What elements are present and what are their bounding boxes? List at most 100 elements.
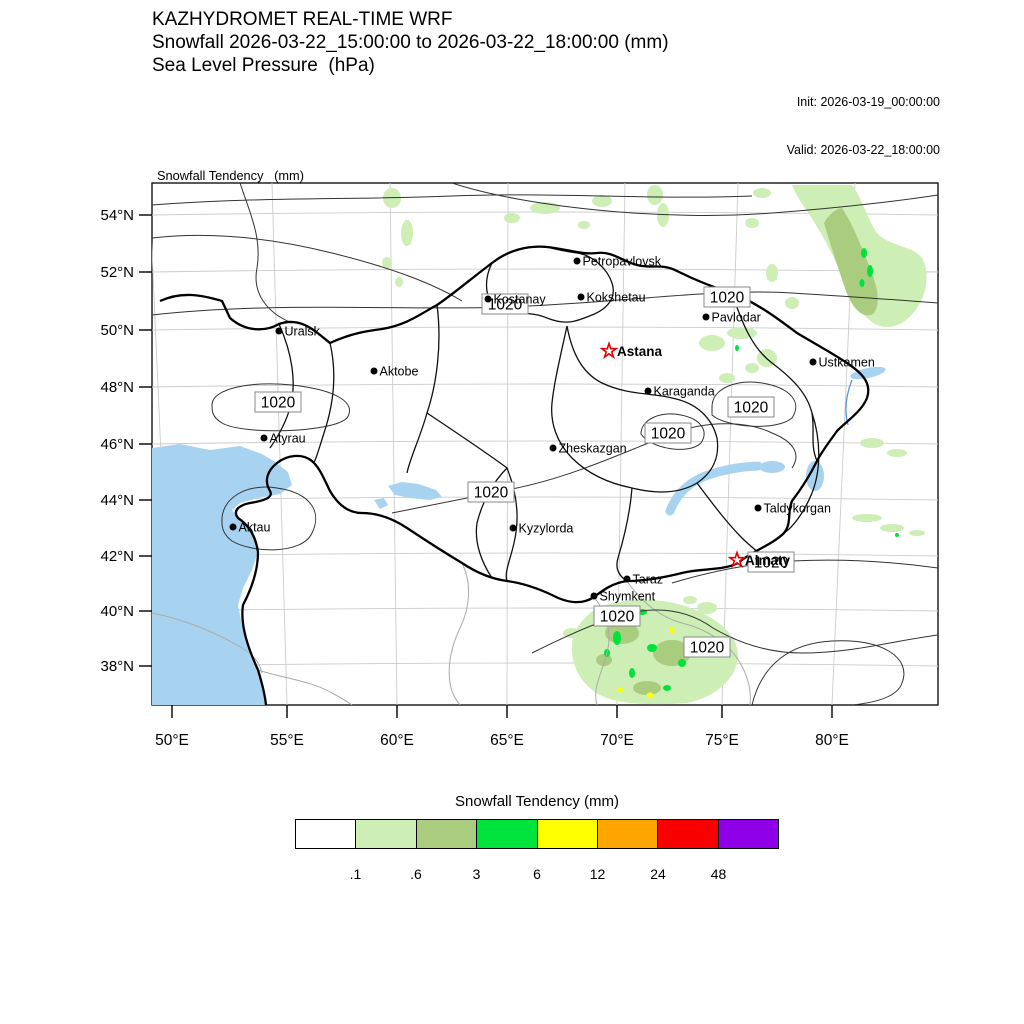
colorbar-cell xyxy=(476,819,538,849)
city-dot xyxy=(573,257,581,265)
pressure-label: 1020 xyxy=(651,426,686,443)
run-times: Init: 2026-03-19_00:00:00 Valid: 2026-03… xyxy=(787,62,940,190)
lat-tick-label: 40°N xyxy=(100,603,134,620)
page-subtitle-pressure: Sea Level Pressure (hPa) xyxy=(152,55,375,76)
city-dot xyxy=(370,367,378,375)
pressure-label-box xyxy=(593,605,641,627)
colorbar-cell xyxy=(717,819,779,849)
lat-tick-label: 50°N xyxy=(100,322,134,339)
city-markers: Petropavlovsk Kostanay Kokshetau Pavlodar Ur… xyxy=(229,255,875,604)
colorbar-tick-label: .1 xyxy=(349,866,362,882)
city-dot xyxy=(590,592,598,600)
city-label: Taraz xyxy=(633,573,664,587)
pressure-labels: 1020 1020 1020 1020 1020 1020 1020 1020 1020 xyxy=(254,286,795,658)
map-legend-line1: Snowfall Tendency (mm) xyxy=(157,168,304,183)
lat-tick-label: 42°N xyxy=(100,548,134,565)
colorbar-title: Snowfall Tendency (mm) xyxy=(455,793,619,810)
capital-label: Astana xyxy=(617,344,663,359)
city-label: Taldykorgan xyxy=(764,502,831,516)
pressure-label: 1020 xyxy=(710,290,745,307)
city-label: Aktobe xyxy=(380,365,419,379)
colorbar-labels: .1 .6 3 6 12 24 48 xyxy=(295,866,779,886)
lat-tick-label: 46°N xyxy=(100,436,134,453)
lon-tick-label: 50°E xyxy=(155,732,189,749)
city-label: Atyrau xyxy=(270,432,306,446)
city-dot xyxy=(702,313,710,321)
colorbar-tick-label: 12 xyxy=(589,866,606,882)
colorbar-cell xyxy=(415,819,478,849)
city-label: Zheskazgan xyxy=(559,442,627,456)
lat-tick-label: 52°N xyxy=(100,264,134,281)
kazakhstan-border xyxy=(159,245,870,705)
pressure-label-box xyxy=(644,422,692,444)
colorbar-tick-label: 3 xyxy=(472,866,481,882)
pressure-label-box xyxy=(467,481,515,503)
city-label: Kokshetau xyxy=(587,291,646,305)
valid-time: Valid: 2026-03-22_18:00:00 xyxy=(786,143,940,157)
lon-tick-label: 70°E xyxy=(600,732,634,749)
lon-tick-label: 55°E xyxy=(270,732,304,749)
city-dot xyxy=(577,293,585,301)
lon-tick-label: 65°E xyxy=(490,732,524,749)
lon-tick-label: 75°E xyxy=(705,732,739,749)
city-dot xyxy=(484,295,492,303)
lake-zaysan xyxy=(850,366,886,380)
lon-tick-label: 80°E xyxy=(815,732,849,749)
lat-tick-label: 44°N xyxy=(100,492,134,509)
page-subtitle-snowfall: Snowfall 2026-03-22_15:00:00 to 2026-03-… xyxy=(152,32,669,53)
capital-label: Almaty xyxy=(745,553,791,568)
colorbar-cell xyxy=(657,819,719,849)
lon-tick-label: 60°E xyxy=(380,732,414,749)
init-time: Init: 2026-03-19_00:00:00 xyxy=(796,95,940,109)
pressure-label: 1020 xyxy=(261,395,296,412)
pressure-label-box xyxy=(727,396,775,418)
lat-tick-label: 48°N xyxy=(100,379,134,396)
caspian-sea xyxy=(152,444,292,705)
capital-star-icon xyxy=(599,340,619,360)
pressure-label: 1020 xyxy=(474,485,509,502)
pressure-label-box xyxy=(747,551,795,573)
colorbar-cell xyxy=(295,819,357,849)
colorbar-tick-label: 48 xyxy=(710,866,727,882)
colorbar-cell xyxy=(536,819,598,849)
pressure-label: 1020 xyxy=(690,640,725,657)
city-label: Ustkamen xyxy=(819,356,875,370)
city-dot xyxy=(549,444,557,452)
pressure-label-box xyxy=(254,391,302,413)
water-bodies xyxy=(152,366,886,705)
foreign-borders xyxy=(152,562,751,705)
city-dot xyxy=(809,358,817,366)
city-label: Uralsk xyxy=(285,325,321,339)
lake-balkhash xyxy=(665,461,763,516)
city-dot xyxy=(754,504,762,512)
pressure-label-box xyxy=(481,293,529,315)
pressure-label-box xyxy=(703,286,751,308)
lat-tick-label: 54°N xyxy=(100,207,134,224)
colorbar-tick-label: 24 xyxy=(650,866,666,882)
city-label: Shymkent xyxy=(600,590,656,604)
colorbar-cell xyxy=(596,819,659,849)
city-dot xyxy=(509,524,517,532)
city-dot xyxy=(260,434,268,442)
pressure-label: 1020 xyxy=(734,400,769,417)
city-label: Aktau xyxy=(239,521,271,535)
map-axes: 54°N 52°N 50°N 48°N 46°N 44°N 42°N 40°N 38°N 50°E… xyxy=(100,207,848,749)
city-label: Pavlodar xyxy=(712,311,761,325)
colorbar-tick-label: .6 xyxy=(410,866,422,882)
city-label: Petropavlovsk xyxy=(583,255,662,269)
pressure-label: 1020 xyxy=(754,555,789,572)
city-dot xyxy=(644,387,652,395)
colorbar-cell xyxy=(355,819,417,849)
aral-lakes xyxy=(374,482,442,509)
colorbar xyxy=(295,819,779,849)
capital-markers: Astana Almaty xyxy=(599,340,791,569)
city-dot xyxy=(275,327,283,335)
lake-alakol xyxy=(806,461,824,491)
lat-tick-label: 38°N xyxy=(100,658,134,675)
pressure-label: 1020 xyxy=(488,297,523,314)
city-label: Karaganda xyxy=(654,385,715,399)
lake-balkhash-east xyxy=(759,461,785,473)
pressure-label-box xyxy=(683,636,731,658)
